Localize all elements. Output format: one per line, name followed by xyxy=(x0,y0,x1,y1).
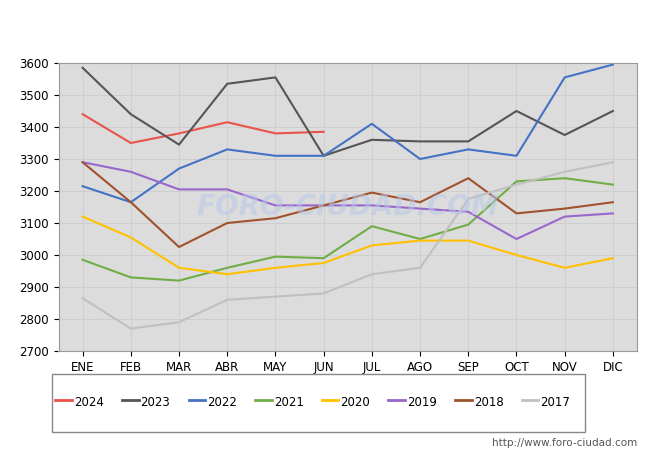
Text: 2024: 2024 xyxy=(74,396,104,409)
Text: 2021: 2021 xyxy=(274,396,304,409)
Text: 2019: 2019 xyxy=(407,396,437,409)
Text: 2020: 2020 xyxy=(341,396,370,409)
FancyBboxPatch shape xyxy=(52,374,585,432)
Text: 2018: 2018 xyxy=(474,396,504,409)
Text: FORO-CIUDAD.COM: FORO-CIUDAD.COM xyxy=(196,193,499,221)
Text: 2023: 2023 xyxy=(140,396,170,409)
Text: Afiliados en San Sebastián de la Gomera a 31/5/2024: Afiliados en San Sebastián de la Gomera … xyxy=(92,18,558,36)
Text: http://www.foro-ciudad.com: http://www.foro-ciudad.com xyxy=(492,438,637,448)
Text: 2017: 2017 xyxy=(540,396,570,409)
Text: 2022: 2022 xyxy=(207,396,237,409)
